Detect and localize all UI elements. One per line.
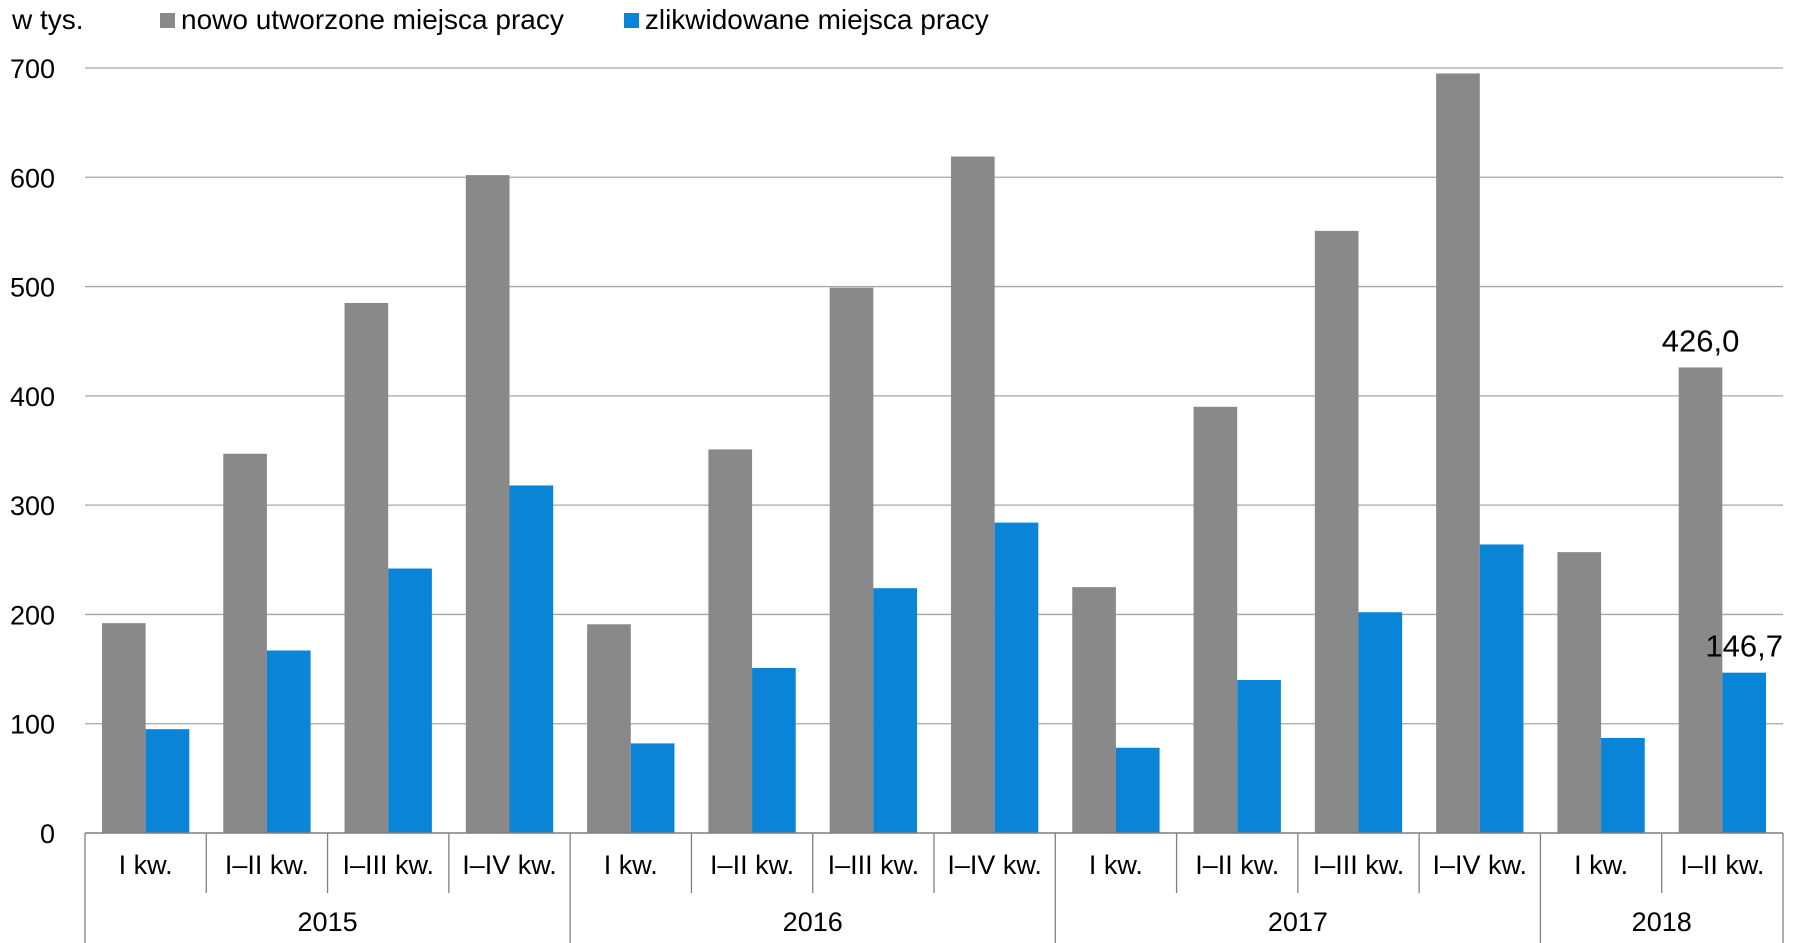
- data-label: 146,7: [1705, 629, 1783, 664]
- data-label: 426,0: [1662, 323, 1740, 358]
- bar-new-jobs: [708, 449, 753, 833]
- bar-eliminated-jobs: [1601, 737, 1645, 833]
- y-tick-label: 700: [10, 54, 55, 84]
- legend-item-new-jobs: nowo utworzone miejsca pracy: [160, 4, 564, 36]
- x-tick-label: I–II kw.: [1195, 850, 1279, 880]
- y-unit-label: w tys.: [12, 4, 84, 35]
- bar-new-jobs: [1678, 367, 1723, 833]
- y-tick-label: 100: [10, 710, 55, 740]
- x-tick-label: I kw.: [604, 850, 658, 880]
- bar-eliminated-jobs: [994, 522, 1039, 833]
- bar-new-jobs: [587, 624, 631, 833]
- x-tick-label: I–III kw.: [828, 850, 920, 880]
- x-tick-label: I–II kw.: [710, 850, 794, 880]
- bar-eliminated-jobs: [1479, 544, 1524, 833]
- x-tick-label: I–III kw.: [342, 850, 434, 880]
- bar-eliminated-jobs: [752, 667, 796, 833]
- legend-label-new-jobs: nowo utworzone miejsca pracy: [181, 4, 564, 35]
- bar-eliminated-jobs: [266, 650, 311, 833]
- bar-eliminated-jobs: [509, 485, 554, 833]
- x-tick-label: I–IV kw.: [462, 850, 557, 880]
- bar-eliminated-jobs: [145, 729, 190, 833]
- bar-eliminated-jobs: [388, 568, 432, 833]
- y-tick-label: 500: [10, 273, 55, 303]
- bar-new-jobs: [950, 156, 995, 833]
- legend-swatch-new-jobs: [160, 12, 175, 28]
- bar-new-jobs: [1436, 73, 1480, 833]
- year-label: 2015: [298, 907, 358, 937]
- x-tick-label: I kw.: [1574, 850, 1628, 880]
- x-tick-label: I kw.: [1089, 850, 1143, 880]
- year-label: 2016: [783, 907, 843, 937]
- bar-eliminated-jobs: [873, 588, 918, 833]
- y-tick-label: 400: [10, 382, 55, 412]
- bar-new-jobs: [1072, 587, 1116, 833]
- x-tick-label: I–III kw.: [1313, 850, 1405, 880]
- y-tick-label: 200: [10, 600, 55, 630]
- x-tick-label: I–IV kw.: [1433, 850, 1528, 880]
- bar-eliminated-jobs: [1722, 672, 1767, 833]
- x-tick-label: I–II kw.: [225, 850, 309, 880]
- bar-eliminated-jobs: [1115, 747, 1160, 833]
- bar-eliminated-jobs: [1237, 680, 1281, 833]
- legend-swatch-eliminated-jobs: [623, 12, 639, 28]
- x-tick-label: I–IV kw.: [947, 850, 1042, 880]
- legend-item-eliminated-jobs: zlikwidowane miejsca pracy: [623, 4, 989, 36]
- y-tick-label: 0: [40, 819, 55, 849]
- legend-label-eliminated-jobs: zlikwidowane miejsca pracy: [644, 4, 989, 35]
- bar-eliminated-jobs: [630, 743, 675, 833]
- y-tick-label: 600: [10, 163, 55, 193]
- bar-new-jobs: [829, 287, 874, 833]
- x-tick-label: I kw.: [119, 850, 173, 880]
- year-label: 2018: [1632, 907, 1692, 937]
- bar-new-jobs: [1557, 552, 1602, 833]
- legend: nowo utworzone miejsca pracy zlikwidowan…: [160, 4, 989, 36]
- x-tick-label: I–II kw.: [1680, 850, 1764, 880]
- bar-new-jobs: [1193, 406, 1238, 833]
- bar-new-jobs: [465, 175, 510, 834]
- bar-eliminated-jobs: [1358, 612, 1403, 833]
- y-tick-label: 300: [10, 491, 55, 521]
- bar-new-jobs: [344, 302, 389, 833]
- bar-new-jobs: [101, 623, 146, 833]
- bar-new-jobs: [223, 453, 267, 833]
- bar-new-jobs: [1314, 230, 1359, 834]
- year-label: 2017: [1268, 907, 1328, 937]
